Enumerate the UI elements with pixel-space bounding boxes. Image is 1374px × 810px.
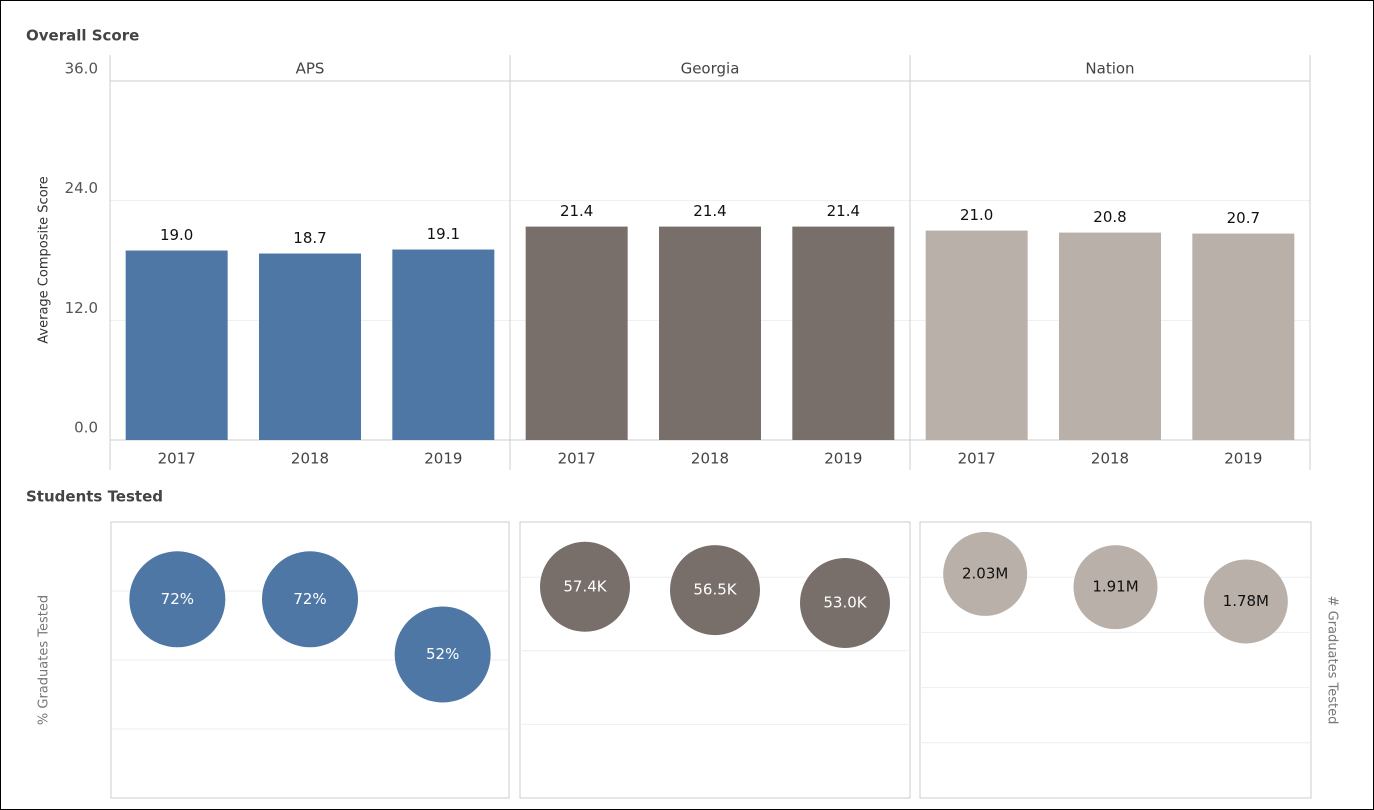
y-tick-label: 24.0 xyxy=(65,179,98,197)
bar xyxy=(125,250,228,440)
data-label: 21.4 xyxy=(827,202,860,220)
data-label: 18.7 xyxy=(293,229,326,247)
x-tick-label: 2018 xyxy=(691,450,729,468)
y-axis-label: % Graduates Tested xyxy=(37,595,52,725)
panel-header: APS xyxy=(296,60,325,78)
x-tick-label: 2017 xyxy=(958,450,996,468)
data-label: 21.4 xyxy=(693,202,726,220)
panel-header: Georgia xyxy=(681,60,740,78)
bubble xyxy=(394,606,491,703)
data-label: 20.8 xyxy=(1093,208,1126,226)
data-label: 57.4K xyxy=(563,577,607,595)
bubble xyxy=(540,541,630,632)
panel-box xyxy=(919,521,1312,799)
data-label: 56.5K xyxy=(693,581,737,599)
bubble xyxy=(129,551,226,648)
bar xyxy=(392,249,495,440)
x-tick-label: 2017 xyxy=(558,450,596,468)
data-label: 53.0K xyxy=(823,593,867,611)
data-label: 19.0 xyxy=(160,226,193,244)
data-label: 72% xyxy=(161,590,194,608)
chart-title: Overall Score xyxy=(26,27,139,45)
bar xyxy=(925,230,1028,440)
data-label: 72% xyxy=(293,590,326,608)
data-label: 52% xyxy=(426,645,459,663)
data-label: 2.03M xyxy=(962,564,1008,582)
bubble xyxy=(1073,545,1158,630)
data-label: 20.7 xyxy=(1227,209,1260,227)
data-label: 21.0 xyxy=(960,206,993,224)
bar xyxy=(1192,233,1295,440)
x-tick-label: 2019 xyxy=(1224,450,1262,468)
y-tick-label: 36.0 xyxy=(65,60,98,78)
y-tick-label: 0.0 xyxy=(74,419,98,437)
bubble xyxy=(670,545,760,636)
y-axis-label: Average Composite Score xyxy=(37,176,52,343)
bubble xyxy=(1203,559,1288,644)
bar xyxy=(1059,232,1161,440)
bar xyxy=(792,226,895,440)
bubble xyxy=(262,551,358,648)
x-tick-label: 2017 xyxy=(158,450,196,468)
bubble xyxy=(800,557,890,648)
bar xyxy=(525,226,628,440)
data-label: 1.91M xyxy=(1092,578,1138,596)
panel-header: Nation xyxy=(1085,60,1134,78)
x-tick-label: 2019 xyxy=(424,450,462,468)
bar xyxy=(259,253,361,440)
x-tick-label: 2018 xyxy=(1091,450,1129,468)
x-tick-label: 2018 xyxy=(291,450,329,468)
bar xyxy=(659,226,761,440)
panel-box xyxy=(519,521,911,799)
data-label: 21.4 xyxy=(560,202,593,220)
chart-title: Students Tested xyxy=(26,488,163,506)
data-label: 19.1 xyxy=(427,225,460,243)
x-tick-label: 2019 xyxy=(824,450,862,468)
bubble xyxy=(943,531,1028,616)
data-label: 1.78M xyxy=(1223,592,1269,610)
y2-axis-label: # Graduates Tested xyxy=(1325,596,1340,725)
y-tick-label: 12.0 xyxy=(65,299,98,317)
